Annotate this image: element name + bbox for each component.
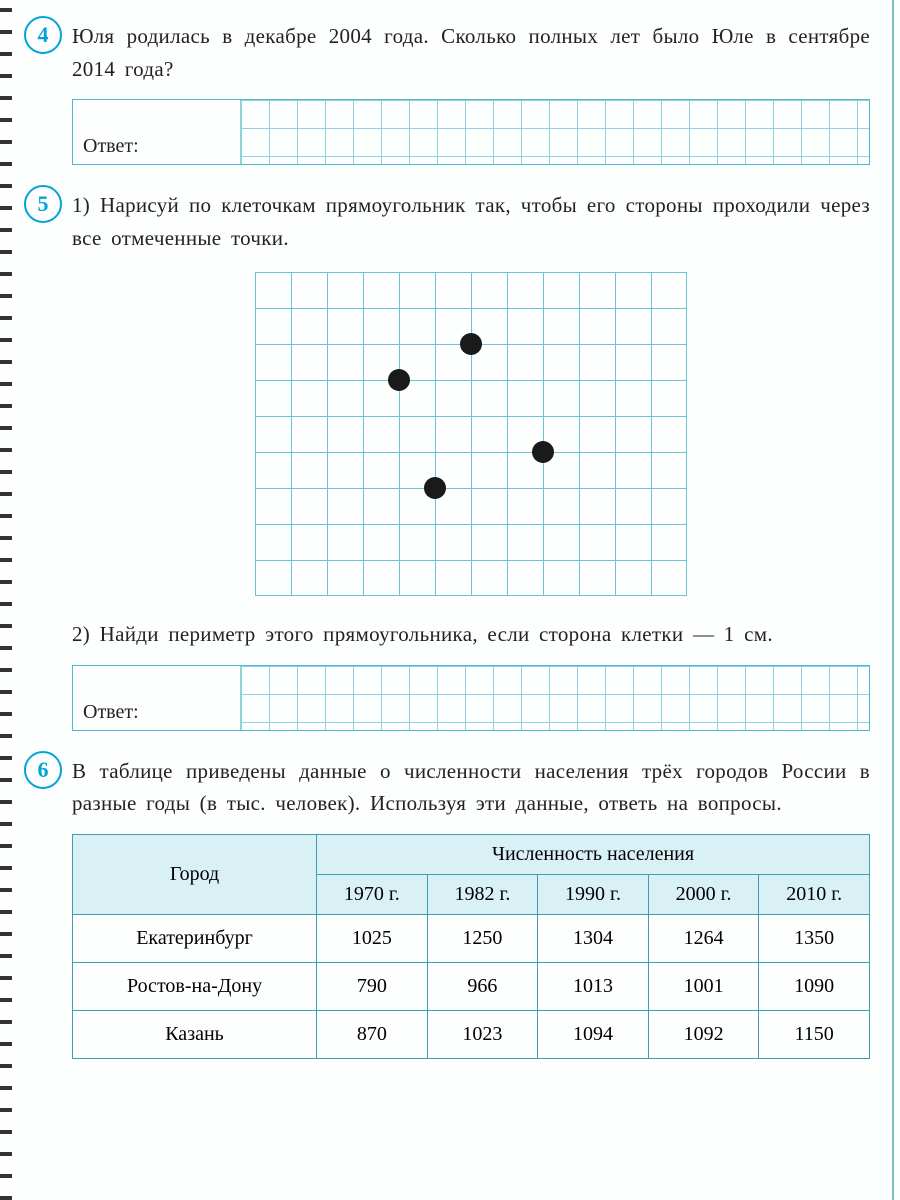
- task-4-text: Юля родилась в декабре 2004 года. Скольк…: [72, 20, 870, 85]
- table-header: Город Численность населения 1970 г.1982 …: [73, 834, 870, 914]
- year-header: 1970 г.: [317, 874, 428, 914]
- task-4: 4 Юля родилась в декабре 2004 года. Скол…: [20, 20, 870, 165]
- value-cell: 1013: [538, 962, 649, 1010]
- grid-dot: [424, 477, 446, 499]
- table-row: Казань8701023109410921150: [73, 1010, 870, 1058]
- task-number-badge: 5: [24, 185, 62, 223]
- answer-cells[interactable]: [241, 100, 869, 164]
- task-number-badge: 6: [24, 751, 62, 789]
- value-cell: 1092: [648, 1010, 759, 1058]
- answer-label: Ответ:: [73, 666, 241, 730]
- grid-dot: [388, 369, 410, 391]
- grid-dot: [460, 333, 482, 355]
- value-cell: 1094: [538, 1010, 649, 1058]
- answer-grid-4: Ответ:: [72, 99, 870, 165]
- value-cell: 870: [317, 1010, 428, 1058]
- task-6-text: В таблице приведены данные о численности…: [72, 755, 870, 820]
- task-5-part2: 2) Найди периметр этого прямоугольника, …: [72, 618, 870, 651]
- dot-grid[interactable]: [255, 272, 687, 596]
- task-6: 6 В таблице приведены данные о численнос…: [20, 755, 870, 1059]
- value-cell: 1150: [759, 1010, 870, 1058]
- task-5-part1: 1) Нарисуй по клеточкам прямоугольник та…: [72, 189, 870, 254]
- spiral-binding: [0, 0, 12, 1200]
- value-cell: 966: [427, 962, 538, 1010]
- value-cell: 1023: [427, 1010, 538, 1058]
- answer-label: Ответ:: [73, 100, 241, 164]
- year-header: 2010 г.: [759, 874, 870, 914]
- page-right-margin: [892, 0, 894, 1200]
- task-number-badge: 4: [24, 16, 62, 54]
- table-row: Екатеринбург10251250130412641350: [73, 914, 870, 962]
- grid-dot: [532, 441, 554, 463]
- answer-cells[interactable]: [241, 666, 869, 730]
- population-header: Численность населения: [317, 834, 870, 874]
- value-cell: 1304: [538, 914, 649, 962]
- answer-grid-5: Ответ:: [72, 665, 870, 731]
- value-cell: 1350: [759, 914, 870, 962]
- value-cell: 1025: [317, 914, 428, 962]
- table-body: Екатеринбург10251250130412641350Ростов-н…: [73, 914, 870, 1058]
- city-cell: Ростов-на-Дону: [73, 962, 317, 1010]
- city-cell: Екатеринбург: [73, 914, 317, 962]
- value-cell: 1001: [648, 962, 759, 1010]
- value-cell: 790: [317, 962, 428, 1010]
- city-header: Город: [73, 834, 317, 914]
- population-table: Город Численность населения 1970 г.1982 …: [72, 834, 870, 1059]
- value-cell: 1250: [427, 914, 538, 962]
- city-cell: Казань: [73, 1010, 317, 1058]
- year-header: 2000 г.: [648, 874, 759, 914]
- dot-grid-container: [72, 272, 870, 596]
- value-cell: 1264: [648, 914, 759, 962]
- value-cell: 1090: [759, 962, 870, 1010]
- year-header: 1990 г.: [538, 874, 649, 914]
- task-5: 5 1) Нарисуй по клеточкам прямоугольник …: [20, 189, 870, 731]
- year-header: 1982 г.: [427, 874, 538, 914]
- table-row: Ростов-на-Дону790966101310011090: [73, 962, 870, 1010]
